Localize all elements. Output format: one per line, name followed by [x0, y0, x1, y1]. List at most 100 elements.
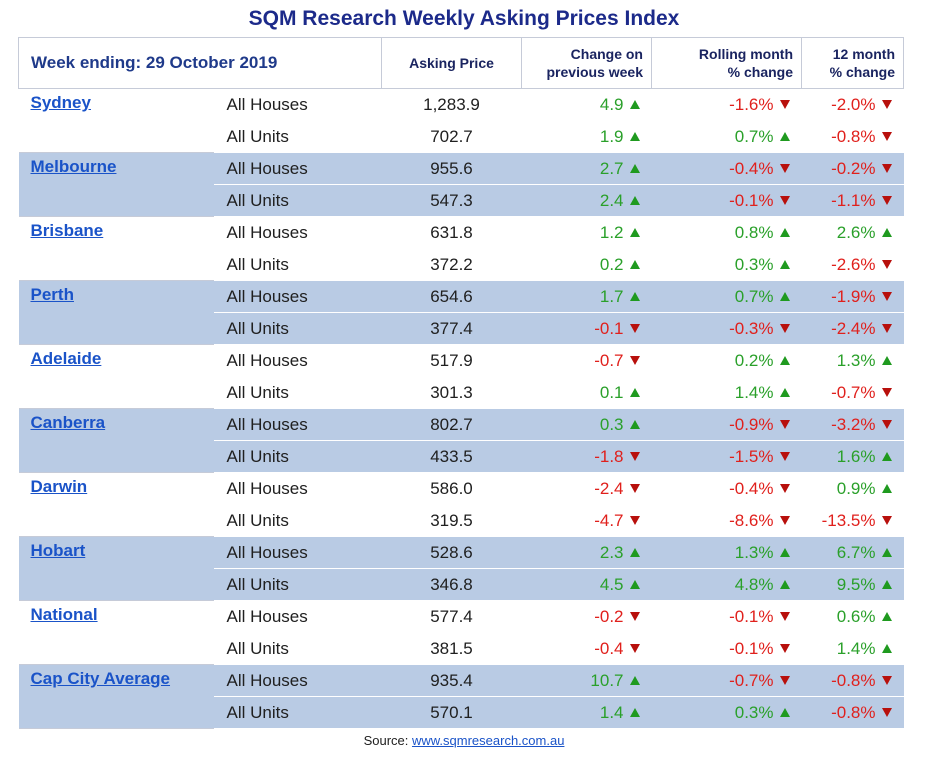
twelve-month-change-value: 0.6%	[836, 606, 876, 626]
weekly-change-value: -2.4	[594, 478, 624, 498]
rolling-month-change-value: 0.3%	[734, 254, 774, 274]
weekly-change-cell: -0.2	[521, 600, 652, 633]
asking-price: 517.9	[381, 344, 522, 377]
triangle-up-icon	[881, 547, 892, 557]
triangle-up-icon	[629, 547, 640, 557]
twelve-month-change-cell: -2.6%	[801, 248, 904, 281]
property-type: All Units	[213, 632, 382, 665]
property-type: All Houses	[213, 600, 382, 633]
triangle-down-icon	[881, 323, 892, 333]
table-row: All Units 570.1 1.4 0.3% -0.8%	[19, 696, 904, 728]
rolling-month-change-value: -8.6%	[729, 510, 774, 530]
twelve-month-header-l1: 12 month	[832, 46, 895, 62]
table-row: All Units 346.8 4.5 4.8% 9.5%	[19, 568, 904, 601]
rolling-month-change-value: -0.7%	[729, 670, 774, 690]
city-link[interactable]: Darwin	[30, 477, 88, 496]
property-type: All Houses	[213, 88, 382, 121]
city-link[interactable]: Hobart	[30, 541, 86, 560]
property-type: All Units	[213, 184, 382, 217]
city-cell: Melbourne	[18, 152, 214, 217]
rolling-month-change-cell: -0.3%	[651, 312, 802, 345]
table-row: All Units 547.3 2.4 -0.1% -1.1%	[19, 184, 904, 217]
triangle-down-icon	[881, 291, 892, 301]
twelve-month-change-value: 9.5%	[836, 574, 876, 594]
property-type: All Units	[213, 312, 382, 345]
city-link[interactable]: National	[30, 605, 98, 624]
weekly-change-value: 2.7	[599, 158, 624, 178]
triangle-down-icon	[629, 483, 640, 493]
table-body: Sydney All Houses 1,283.9 4.9 -1.6% -2.0% All …	[18, 88, 904, 729]
asking-price: 586.0	[381, 472, 522, 505]
weekly-change-value: 4.5	[599, 574, 624, 594]
city-link[interactable]: Sydney	[30, 93, 91, 112]
weekly-change-value: 1.2	[599, 222, 624, 242]
triangle-down-icon	[779, 99, 790, 109]
triangle-down-icon	[881, 675, 892, 685]
city-cell: Hobart	[18, 536, 214, 601]
property-type: All Houses	[213, 664, 382, 697]
asking-prices-table: Week ending: 29 October 2019 Asking Pric…	[18, 37, 904, 729]
weekly-change-cell: 4.9	[521, 88, 652, 121]
weekly-change-cell: 10.7	[521, 664, 652, 697]
rolling-month-change-value: 0.2%	[734, 350, 774, 370]
table-row: All Units 702.7 1.9 0.7% -0.8%	[19, 120, 904, 153]
rolling-month-change-value: -0.1%	[729, 638, 774, 658]
twelve-month-change-cell: 0.9%	[801, 472, 904, 505]
city-link[interactable]: Brisbane	[30, 221, 104, 240]
rolling-month-change-value: -0.4%	[729, 158, 774, 178]
city-link[interactable]: Melbourne	[30, 157, 117, 176]
triangle-up-icon	[629, 675, 640, 685]
weekly-change-value: 0.3	[599, 414, 624, 434]
twelve-month-change-cell: 9.5%	[801, 568, 904, 601]
rolling-month-change-cell: 0.8%	[651, 216, 802, 249]
rolling-month-change-cell: -0.4%	[651, 472, 802, 505]
weekly-change-cell: -0.1	[521, 312, 652, 345]
table-row: All Units 433.5 -1.8 -1.5% 1.6%	[19, 440, 904, 473]
twelve-month-change-cell: -0.8%	[801, 664, 904, 697]
triangle-down-icon	[779, 323, 790, 333]
triangle-up-icon	[881, 451, 892, 461]
weekly-change-value: 1.9	[599, 126, 624, 146]
twelve-month-change-value: -0.8%	[831, 126, 876, 146]
triangle-down-icon	[779, 451, 790, 461]
asking-price: 654.6	[381, 280, 522, 313]
twelve-month-change-value: -2.6%	[831, 254, 876, 274]
rolling-month-change-cell: 0.3%	[651, 696, 802, 728]
header-row: Week ending: 29 October 2019 Asking Pric…	[18, 37, 904, 89]
weekly-change-value: 0.1	[599, 382, 624, 402]
weekly-change-value: -0.1	[594, 318, 624, 338]
triangle-down-icon	[629, 643, 640, 653]
city-link[interactable]: Canberra	[30, 413, 106, 432]
asking-price: 301.3	[381, 376, 522, 409]
twelve-month-change-cell: 1.3%	[801, 344, 904, 377]
triangle-up-icon	[881, 611, 892, 621]
city-link[interactable]: Adelaide	[30, 349, 102, 368]
asking-price: 802.7	[381, 408, 522, 441]
triangle-up-icon	[881, 643, 892, 653]
city-link[interactable]: Perth	[30, 285, 74, 304]
triangle-down-icon	[629, 355, 640, 365]
rolling-month-change-cell: -0.1%	[651, 184, 802, 217]
twelve-month-change-cell: -1.1%	[801, 184, 904, 217]
asking-price: 377.4	[381, 312, 522, 345]
twelve-month-change-value: 1.4%	[836, 638, 876, 658]
city-cell: Brisbane	[18, 216, 214, 281]
triangle-up-icon	[629, 99, 640, 109]
property-type: All Units	[213, 376, 382, 409]
twelve-month-change-value: 1.6%	[836, 446, 876, 466]
triangle-up-icon	[629, 707, 640, 717]
property-type: All Units	[213, 248, 382, 281]
triangle-down-icon	[881, 163, 892, 173]
weekly-change-value: 2.3	[599, 542, 624, 562]
rolling-month-change-value: -0.1%	[729, 606, 774, 626]
rolling-month-change-value: 0.7%	[734, 286, 774, 306]
table-row: Canberra All Houses 802.7 0.3 -0.9% -3.2%	[18, 408, 904, 473]
twelve-month-change-cell: -0.2%	[801, 152, 904, 185]
source-link[interactable]: www.sqmresearch.com.au	[411, 733, 565, 748]
asking-price: 372.2	[381, 248, 522, 281]
weekly-change-cell: -0.7	[521, 344, 652, 377]
twelve-month-change-cell: 0.6%	[801, 600, 904, 633]
table-row: Cap City Average All Houses 935.4 10.7 -0.7%…	[18, 664, 904, 729]
table-row: Perth All Houses 654.6 1.7 0.7% -1.9%	[18, 280, 904, 345]
city-link[interactable]: Cap City Average	[30, 669, 171, 688]
